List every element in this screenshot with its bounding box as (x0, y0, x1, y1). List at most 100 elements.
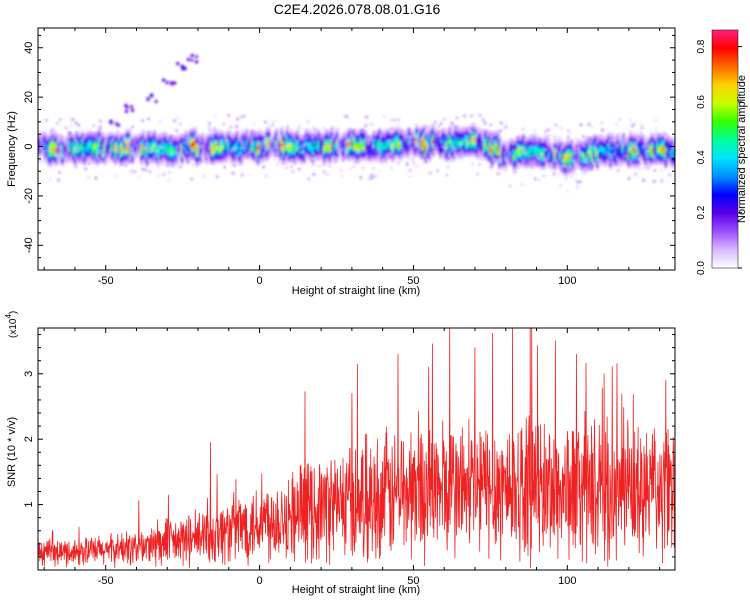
heatmap-cell (95, 146, 99, 150)
heatmap-cell (666, 142, 670, 146)
heatmap-cell (173, 157, 177, 161)
heatmap-cell (226, 154, 230, 158)
heatmap-cell (503, 143, 507, 147)
heatmap-cell (86, 142, 90, 146)
heatmap-cell (610, 140, 615, 145)
heatmap-cell (267, 142, 271, 146)
heatmap-cell (359, 156, 363, 160)
heatmap-cell (326, 154, 330, 158)
heatmap-cell (474, 145, 478, 149)
heatmap-cell (404, 147, 408, 151)
heatmap-speckle (548, 134, 551, 137)
heatmap-cell (260, 147, 264, 151)
heatmap-cell (239, 154, 243, 158)
heatmap-cell (302, 161, 306, 166)
heatmap-cell (599, 156, 603, 160)
heatmap-cell (162, 143, 166, 147)
heatmap-cell (636, 146, 640, 150)
heatmap-cell (317, 145, 321, 150)
heatmap-cell (374, 142, 378, 146)
heatmap-speckle (123, 151, 126, 154)
heatmap-speckle (598, 159, 601, 162)
heatmap-cell (370, 136, 374, 140)
heatmap-cell (71, 158, 75, 162)
heatmap-cell (99, 141, 103, 145)
heatmap-cell (544, 142, 548, 146)
heatmap-speckle (372, 145, 375, 148)
heatmap-cell (184, 130, 188, 134)
heatmap-speckle (187, 160, 190, 163)
heatmap-cell (326, 135, 330, 139)
heatmap-cell (139, 156, 144, 160)
heatmap-cell (361, 151, 365, 155)
heatmap-cell (237, 159, 242, 163)
heatmap-cell (453, 138, 458, 142)
heatmap-cell (127, 133, 131, 138)
heatmap-cell (348, 128, 352, 132)
heatmap-speckle (263, 136, 266, 139)
heatmap-cell (540, 142, 544, 146)
heatmap-cell (383, 152, 387, 156)
heatmap-speckle (129, 170, 132, 173)
heatmap-cell (669, 161, 674, 165)
heatmap-cell (175, 149, 179, 153)
heatmap-cell (392, 135, 397, 139)
heatmap-speckle (128, 161, 131, 164)
heatmap-cell (77, 141, 81, 145)
heatmap-speckle (639, 162, 642, 165)
heatmap-cell (381, 130, 386, 135)
heatmap-cell (77, 149, 81, 154)
heatmap-cell (472, 141, 476, 145)
heatmap-cell (588, 161, 592, 165)
heatmap-cell (162, 156, 166, 160)
heatmap-speckle (463, 114, 466, 117)
heatmap-cell (121, 156, 125, 160)
heatmap-speckle (456, 125, 459, 128)
heatmap-cell (106, 134, 110, 139)
heatmap-speckle (575, 179, 578, 182)
heatmap-cell (572, 162, 576, 166)
heatmap-speckle (236, 118, 239, 121)
heatmap-cell (512, 152, 517, 156)
heatmap-speckle (240, 115, 243, 118)
heatmap-cell (69, 133, 74, 137)
heatmap-cell (182, 153, 186, 157)
heatmap-cell (252, 145, 256, 150)
heatmap-cell (531, 162, 535, 166)
heatmap-cell (631, 154, 635, 159)
heatmap-cell (631, 152, 635, 156)
heatmap-speckle (499, 121, 502, 124)
heatmap-cell (182, 155, 186, 160)
heatmap-cell (610, 143, 615, 147)
heatmap-cell (354, 144, 358, 148)
heatmap-cell (527, 157, 531, 161)
heatmap-cell (346, 136, 350, 140)
heatmap-cell (99, 152, 103, 156)
heatmap-speckle (162, 173, 165, 176)
heatmap-cell (175, 157, 179, 161)
heatmap-cell (230, 157, 234, 161)
heatmap-cell (344, 134, 349, 139)
heatmap-cell (575, 138, 579, 142)
heatmap-cell (55, 140, 59, 144)
heatmap-cell (287, 140, 291, 144)
heatmap-cell (540, 166, 544, 170)
heatmap-cell (284, 157, 288, 161)
heatmap-speckle (587, 136, 590, 139)
heatmap-cell (335, 140, 339, 145)
heatmap-cell (158, 140, 162, 145)
heatmap-cell (125, 137, 129, 141)
heatmap-cell (566, 162, 570, 166)
heatmap-cell (400, 151, 404, 155)
heatmap-cell (311, 162, 315, 166)
heatmap-cell (525, 153, 530, 157)
heatmap-cell (169, 153, 173, 157)
heatmap-speckle (542, 174, 545, 177)
heatmap-cell (524, 160, 528, 164)
heatmap-cell (254, 145, 258, 149)
heatmap-cell (511, 150, 515, 154)
heatmap-cell (56, 142, 61, 146)
heatmap-cell (651, 145, 655, 149)
heatmap-cell (324, 136, 328, 141)
heatmap-cell (219, 149, 223, 153)
